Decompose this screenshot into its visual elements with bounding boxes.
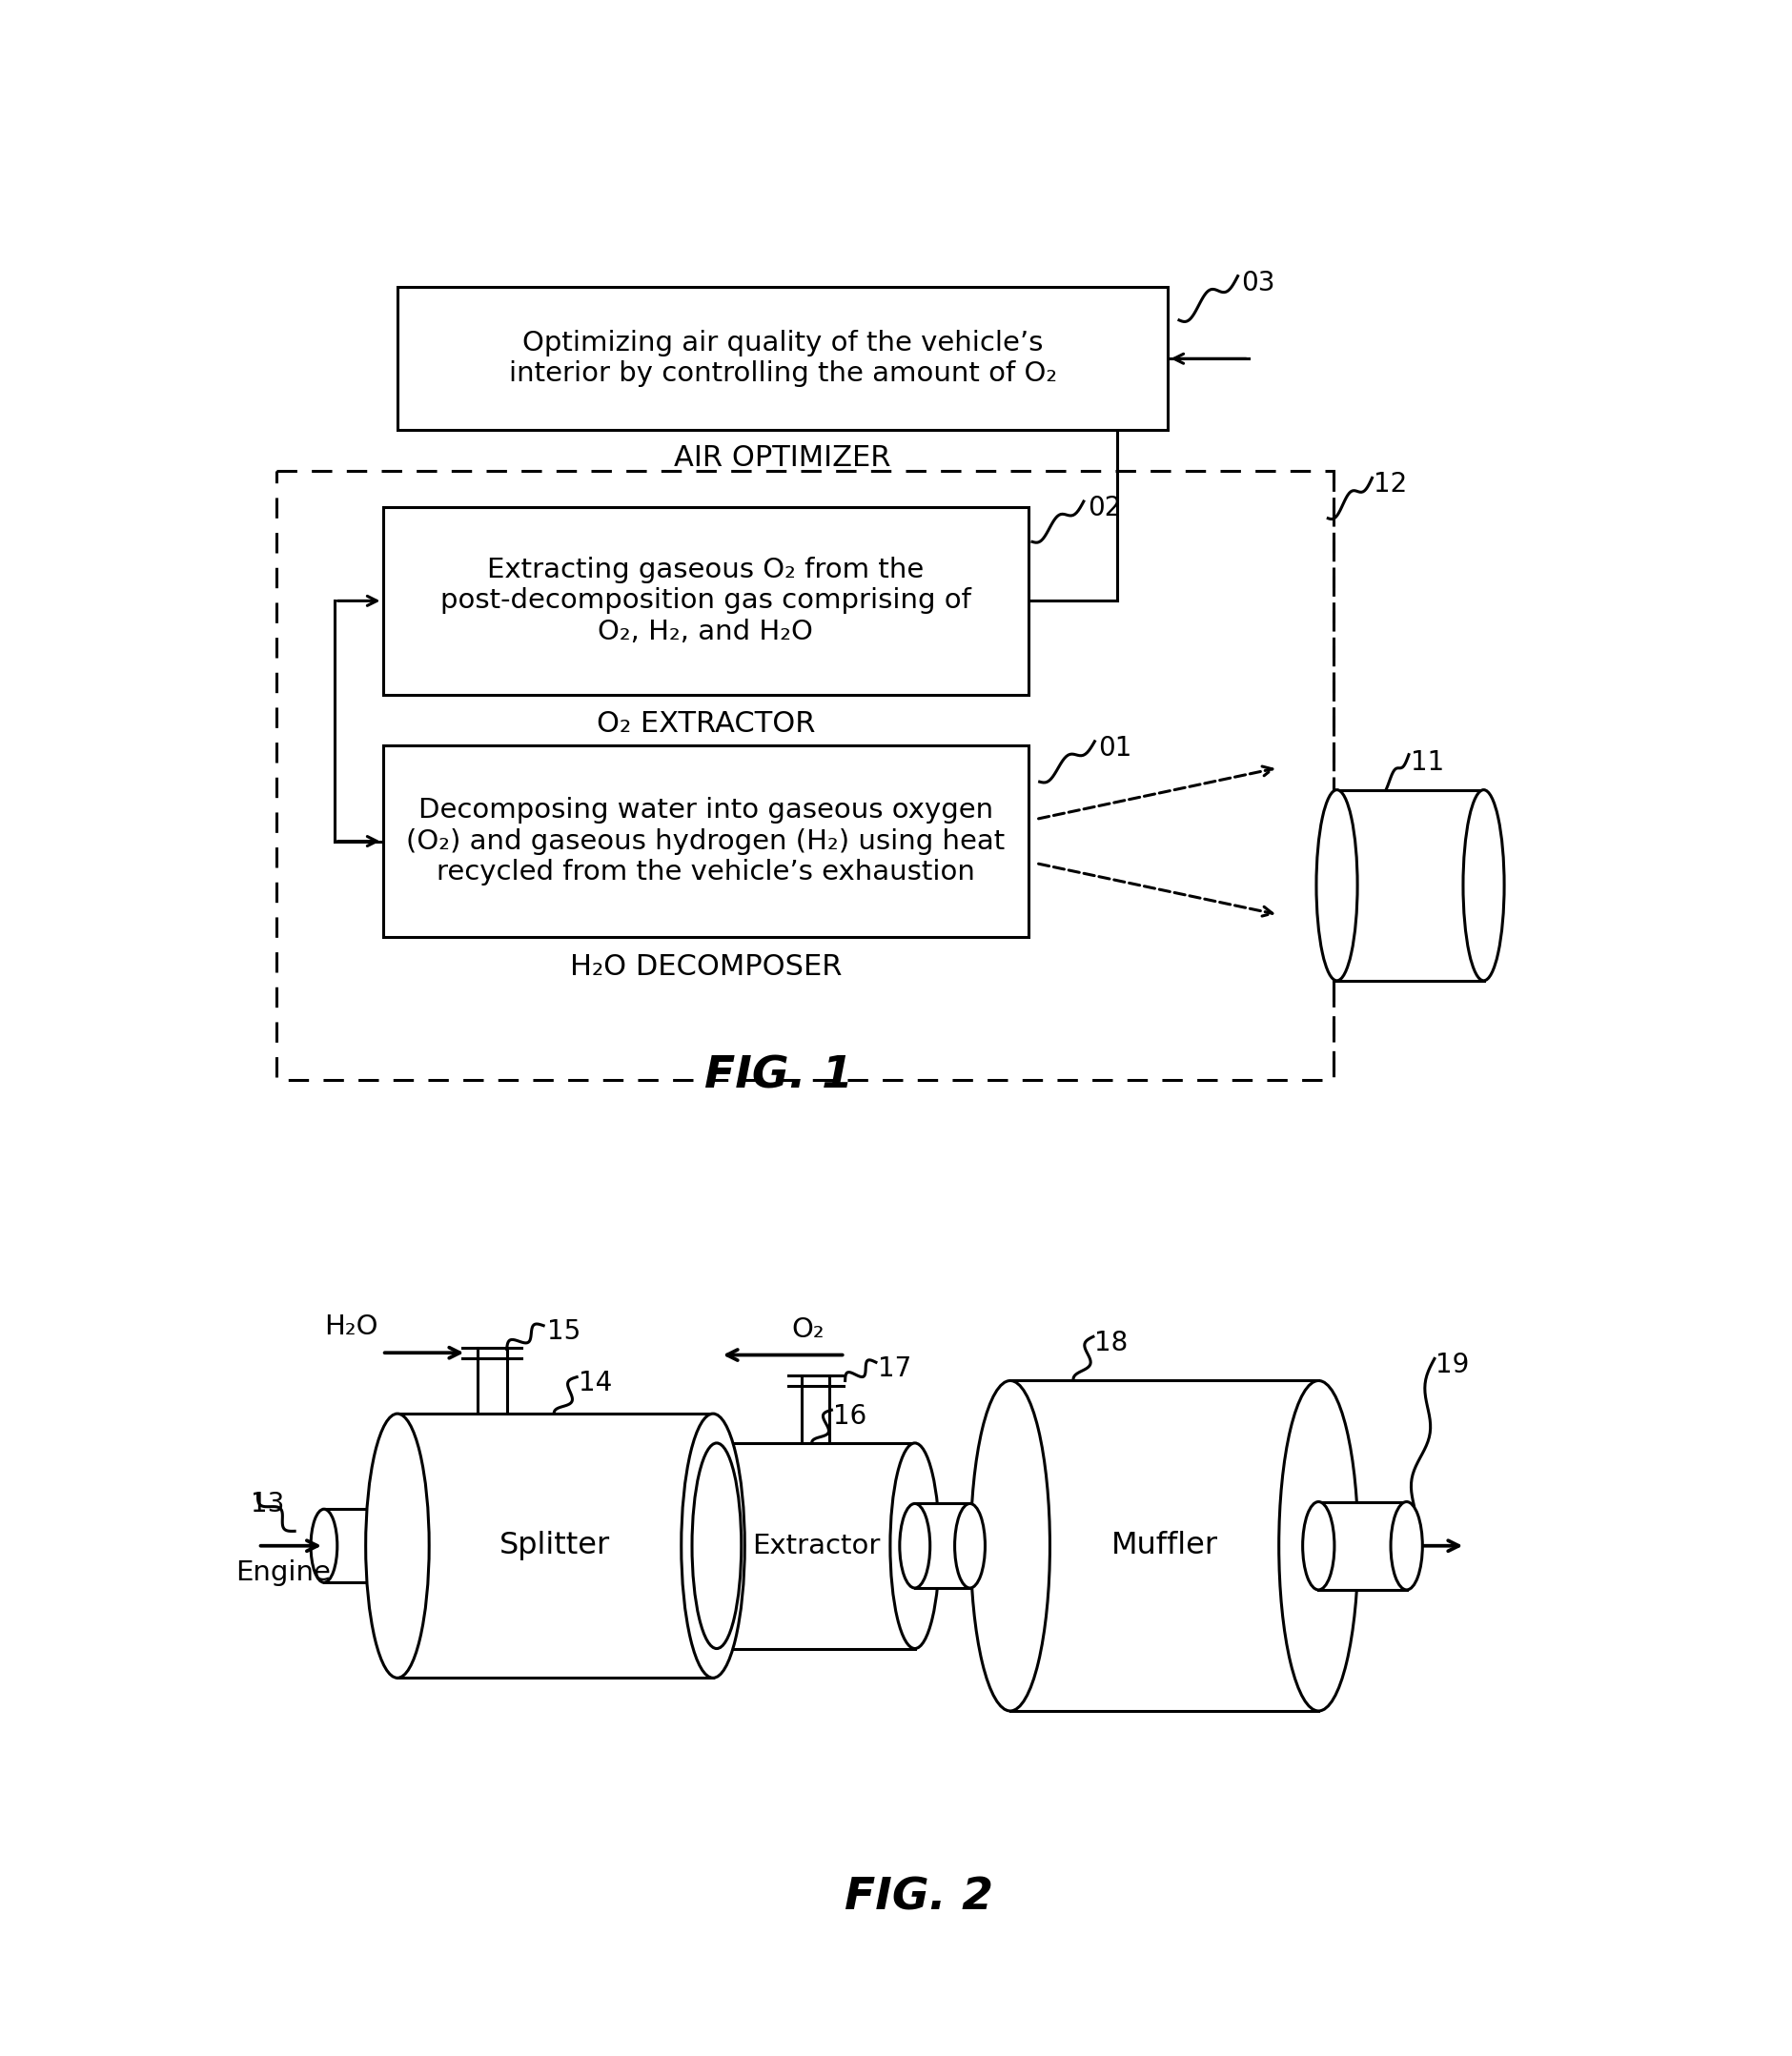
Ellipse shape (969, 1382, 1050, 1711)
Ellipse shape (953, 1503, 984, 1587)
Text: 17: 17 (878, 1355, 912, 1382)
Text: Optimizing air quality of the vehicle’s
interior by controlling the amount of O₂: Optimizing air quality of the vehicle’s … (509, 329, 1055, 387)
Text: 16: 16 (833, 1402, 866, 1429)
Ellipse shape (681, 1415, 744, 1678)
Bar (382, 508, 1029, 695)
Text: 02: 02 (1086, 495, 1120, 522)
Text: Splitter: Splitter (500, 1532, 611, 1561)
Text: 03: 03 (1240, 269, 1274, 296)
Text: 14: 14 (579, 1369, 611, 1396)
Text: AIR OPTIMIZER: AIR OPTIMIZER (674, 444, 891, 473)
Bar (398, 1415, 713, 1678)
Ellipse shape (383, 1509, 410, 1583)
Ellipse shape (1303, 1501, 1333, 1589)
Ellipse shape (310, 1509, 337, 1583)
Text: O₂: O₂ (792, 1316, 824, 1343)
Text: FIG. 1: FIG. 1 (704, 1055, 853, 1098)
Text: Extracting gaseous O₂ from the
post-decomposition gas comprising of
O₂, H₂, and : Extracting gaseous O₂ from the post-deco… (441, 557, 971, 646)
Bar (398, 288, 1167, 430)
Text: Extractor: Extractor (751, 1532, 880, 1558)
Bar (1009, 1382, 1317, 1711)
Text: 19: 19 (1435, 1351, 1469, 1378)
Ellipse shape (1462, 790, 1503, 981)
Text: 15: 15 (547, 1318, 581, 1345)
Text: 13: 13 (251, 1491, 285, 1517)
Bar (324, 1509, 398, 1583)
Ellipse shape (1278, 1382, 1358, 1711)
Text: O₂ EXTRACTOR: O₂ EXTRACTOR (597, 709, 815, 738)
Bar (1337, 790, 1484, 981)
Ellipse shape (366, 1415, 428, 1678)
Bar (382, 746, 1029, 938)
Ellipse shape (1315, 790, 1357, 981)
Text: 11: 11 (1410, 750, 1443, 777)
Text: Muffler: Muffler (1111, 1532, 1217, 1561)
Bar (276, 471, 1333, 1079)
Text: 12: 12 (1373, 471, 1407, 498)
Ellipse shape (889, 1443, 939, 1649)
Ellipse shape (692, 1443, 740, 1649)
Bar (717, 1443, 914, 1649)
Bar (914, 1503, 969, 1587)
Text: H₂O DECOMPOSER: H₂O DECOMPOSER (570, 954, 840, 981)
Bar (1317, 1501, 1407, 1589)
Text: Engine: Engine (237, 1558, 332, 1585)
Text: 18: 18 (1095, 1330, 1127, 1357)
Ellipse shape (900, 1503, 930, 1587)
Text: H₂O: H₂O (324, 1314, 378, 1341)
Ellipse shape (1391, 1501, 1421, 1589)
Text: FIG. 2: FIG. 2 (844, 1877, 993, 1920)
Text: Decomposing water into gaseous oxygen
(O₂) and gaseous hydrogen (H₂) using heat
: Decomposing water into gaseous oxygen (O… (407, 798, 1005, 886)
Text: 01: 01 (1098, 734, 1131, 761)
